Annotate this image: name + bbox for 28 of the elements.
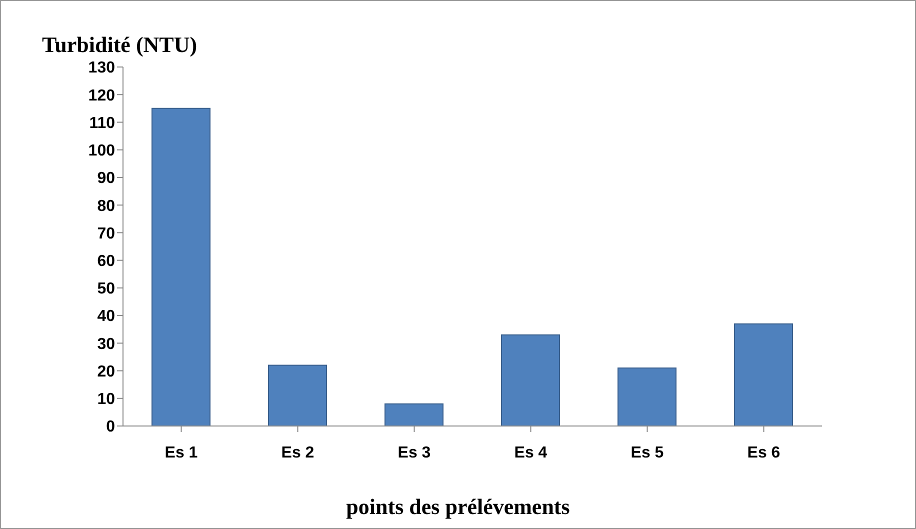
y-tick-label: 10 (97, 391, 116, 408)
bar (152, 108, 210, 426)
x-tick-label: Es 1 (164, 444, 198, 462)
x-axis-title: points des prélévements (345, 494, 571, 520)
chart-title: Turbidité (NTU) (42, 32, 198, 58)
y-tick-label: 50 (97, 280, 116, 298)
x-tick-label: Es 6 (747, 444, 780, 462)
y-tick-label: 40 (97, 308, 116, 326)
bar (384, 403, 444, 426)
y-tick-label: 120 (88, 87, 116, 104)
bar (501, 334, 560, 426)
bar (734, 323, 793, 426)
y-tick-label: 90 (97, 170, 116, 188)
y-tick-label: 110 (89, 114, 116, 132)
y-tick-label: 100 (88, 142, 116, 160)
bar (618, 368, 676, 426)
y-tick-label: 20 (97, 363, 116, 380)
bar (268, 364, 327, 426)
y-tick-label: 60 (97, 252, 116, 270)
x-tick-label: Es 3 (398, 444, 431, 462)
y-tick-label: 0 (106, 418, 116, 436)
y-tick-label: 130 (88, 60, 116, 77)
x-tick-label: Es 5 (630, 444, 664, 462)
y-tick-label: 80 (97, 198, 116, 215)
x-tick-label: Es 2 (281, 444, 314, 462)
y-tick-label: 30 (97, 336, 116, 353)
x-tick-label: Es 4 (514, 444, 548, 462)
y-tick-label: 70 (97, 225, 116, 242)
